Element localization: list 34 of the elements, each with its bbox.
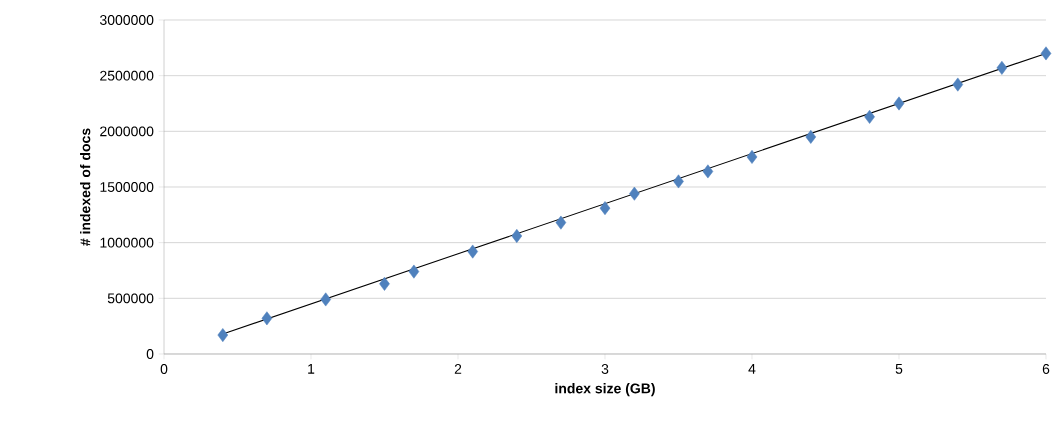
x-tick-label: 3 — [601, 364, 609, 374]
point — [702, 164, 714, 179]
x-tick-label: 6 — [1042, 364, 1050, 374]
point — [408, 264, 420, 279]
y-tick-label: 2000000 — [100, 126, 154, 137]
y-tick-label: 1000000 — [100, 237, 154, 248]
point — [320, 292, 331, 307]
point — [805, 129, 817, 144]
x-tick-label: 5 — [895, 364, 903, 374]
point — [467, 244, 478, 259]
x-axis-title: index size (GB) — [555, 383, 655, 397]
x-tick-label: 0 — [160, 364, 168, 374]
x-tick-label: 4 — [748, 364, 756, 374]
point — [217, 328, 229, 342]
point — [864, 109, 875, 124]
point — [261, 311, 273, 326]
point — [673, 174, 684, 189]
point — [379, 276, 390, 291]
x-tick-label: 1 — [308, 364, 315, 374]
y-tick-label: 3000000 — [99, 15, 154, 25]
point — [746, 150, 758, 164]
point — [952, 77, 964, 92]
point — [893, 96, 905, 111]
y-tick-label: 500000 — [107, 293, 154, 304]
y-tick-label: 0 — [146, 349, 154, 359]
y-tick-label: 1500000 — [100, 182, 154, 192]
point — [555, 215, 567, 230]
y-axis-title: # indexed of docs — [80, 128, 91, 246]
point — [996, 60, 1008, 75]
point — [511, 229, 523, 243]
y-tick-label: 2500000 — [100, 70, 154, 81]
point — [599, 201, 611, 216]
point — [629, 186, 640, 201]
x-tick-label: 2 — [454, 364, 462, 374]
